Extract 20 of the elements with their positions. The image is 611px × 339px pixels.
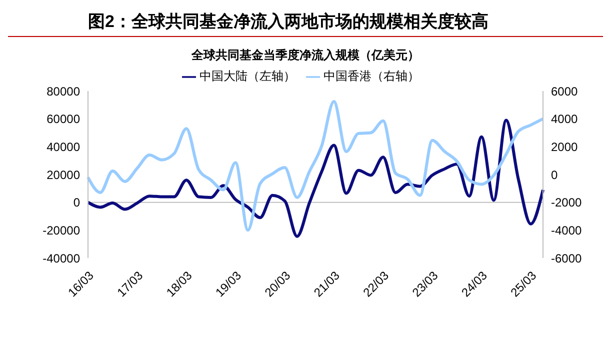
line-series	[86, 118, 544, 238]
chart-title: 图2：全球共同基金净流入两地市场的规模相关度较高	[8, 8, 603, 37]
y-tick-label: 20000	[46, 168, 80, 182]
legend-label: 中国大陆（左轴）	[200, 69, 296, 83]
y2-tick-label: 2000	[551, 140, 578, 154]
y-tick-label: 60000	[46, 112, 80, 126]
y2-tick-label: 0	[551, 168, 558, 182]
chart-subtitle: 全球共同基金当季度净流入规模（亿美元）	[190, 47, 420, 64]
legend-label: 中国香港（右轴）	[324, 69, 420, 83]
y-tick-label: -40000	[42, 251, 80, 266]
y-tick-label: 40000	[46, 140, 80, 154]
y2-tick-label: 6000	[551, 84, 578, 98]
y2-tick-label: 4000	[551, 112, 578, 126]
y-tick-label: 0	[73, 196, 80, 210]
y-tick-label: -20000	[42, 223, 80, 238]
y2-tick-label: -6000	[551, 251, 582, 266]
y2-tick-label: -4000	[551, 223, 582, 238]
y2-tick-label: -2000	[551, 196, 582, 210]
y-tick-label: 80000	[46, 84, 80, 98]
line-series	[86, 100, 544, 232]
